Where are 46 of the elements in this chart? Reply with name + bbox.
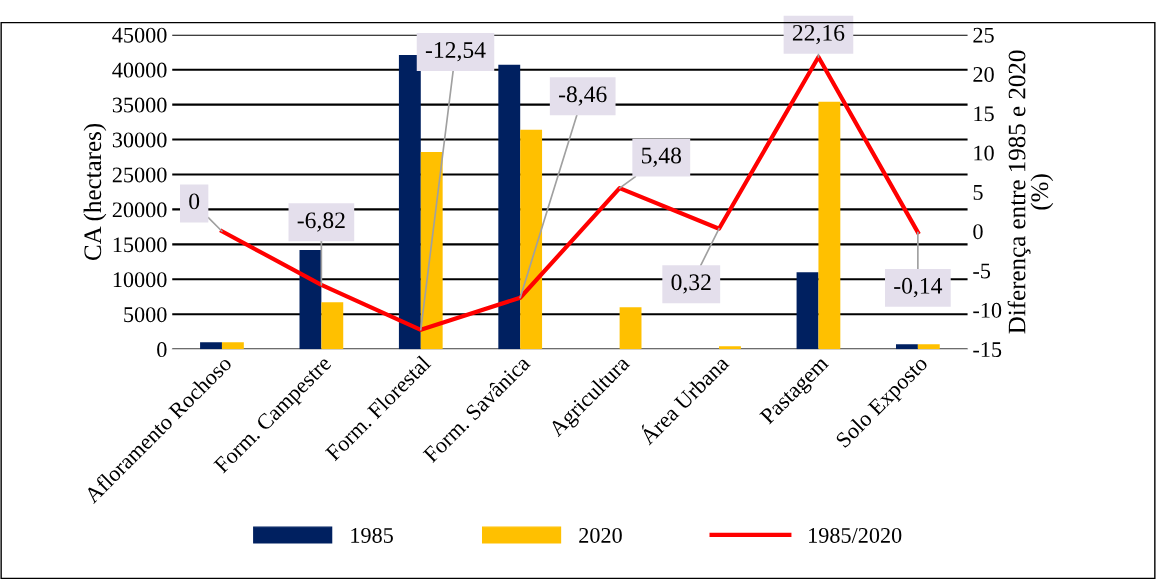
y2-tick-label: 20 [973, 66, 994, 82]
y2-axis-title: Diferença entre 1985 e 2020 (%) [1007, 50, 1054, 334]
y2-tick-label: 15 [974, 106, 994, 122]
y-tick-label: 15000 [113, 237, 167, 253]
data-label: 5,48 [642, 147, 682, 167]
data-label: -8,46 [558, 86, 607, 106]
legend-label: 1985/2020 [809, 527, 902, 543]
data-label: 22,16 [792, 24, 845, 45]
data-label: -0,14 [894, 277, 943, 298]
bar [299, 249, 322, 350]
bar [917, 344, 940, 350]
data-label: -6,82 [297, 212, 345, 232]
y-tick-label: 25000 [112, 167, 167, 183]
legend-label: 2020 [579, 527, 622, 543]
data-label: 0,32 [671, 274, 711, 294]
y-tick-label: 30000 [112, 132, 167, 148]
y-tick-label: 0 [157, 342, 167, 358]
y-tick-label: 40000 [112, 62, 167, 78]
y2-tick-label: -5 [973, 263, 991, 279]
bar [619, 307, 642, 350]
y-axis-title: CA (hectares) [83, 123, 107, 260]
bar [895, 344, 918, 350]
y2-tick-label: 10 [974, 145, 994, 161]
bar [520, 129, 543, 350]
bar [200, 342, 222, 350]
bar [420, 152, 443, 350]
bar [498, 64, 521, 350]
bar [796, 272, 819, 350]
y-tick-label: 5000 [124, 307, 167, 323]
y-tick-label: 10000 [113, 272, 167, 288]
bar [719, 346, 741, 350]
y2-tick-label: 0 [973, 224, 983, 240]
y2-tick-label: 25 [973, 27, 994, 43]
y2-tick-label: 5 [973, 185, 983, 200]
y2-tick-label: -15 [973, 342, 1002, 358]
y-tick-label: 45000 [112, 27, 167, 43]
bar [818, 101, 841, 350]
y2-tick-label: -10 [973, 302, 1002, 318]
y-tick-label: 35000 [112, 97, 167, 113]
data-label: -12,54 [425, 42, 486, 62]
bar [321, 302, 344, 350]
y-tick-label: 20000 [112, 202, 167, 218]
bar [221, 342, 244, 350]
data-label: 0 [189, 193, 200, 210]
legend-label: 1985 [351, 527, 393, 543]
bar [398, 55, 421, 350]
